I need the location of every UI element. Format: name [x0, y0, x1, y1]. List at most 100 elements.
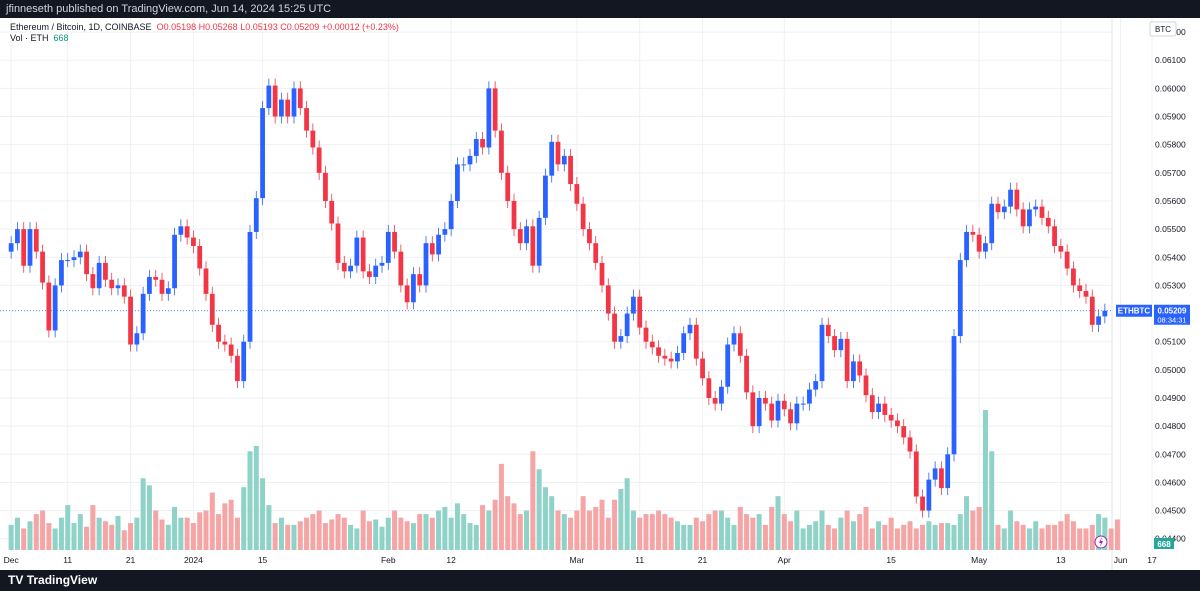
volume-bar[interactable]: [241, 487, 247, 550]
volume-bar[interactable]: [291, 524, 297, 550]
volume-bar[interactable]: [656, 510, 662, 550]
volume-bar[interactable]: [524, 510, 530, 550]
volume-bar[interactable]: [674, 521, 680, 550]
candle[interactable]: [77, 251, 83, 258]
volume-bar[interactable]: [234, 517, 240, 550]
price-chart[interactable]: 0.062000.061000.060000.059000.058000.057…: [0, 18, 1200, 570]
volume-bar[interactable]: [1077, 528, 1083, 550]
volume-bar[interactable]: [442, 506, 448, 550]
volume-bar[interactable]: [84, 526, 90, 550]
candle[interactable]: [530, 226, 536, 266]
candle[interactable]: [838, 338, 844, 351]
volume-bar[interactable]: [253, 445, 259, 550]
volume-bar[interactable]: [580, 496, 586, 550]
candle[interactable]: [128, 296, 133, 345]
volume-bar[interactable]: [423, 514, 429, 550]
volume-bar[interactable]: [970, 510, 976, 550]
candle[interactable]: [499, 130, 504, 173]
volume-bar[interactable]: [838, 517, 844, 550]
candle[interactable]: [1020, 209, 1026, 227]
volume-bar[interactable]: [278, 517, 284, 550]
volume-bar[interactable]: [373, 519, 379, 550]
candle[interactable]: [373, 265, 379, 277]
candle[interactable]: [367, 271, 372, 277]
candle[interactable]: [668, 358, 674, 362]
volume-bar[interactable]: [165, 524, 171, 550]
candle[interactable]: [832, 336, 837, 351]
currency-badge[interactable]: [1149, 21, 1177, 37]
candle[interactable]: [404, 285, 410, 303]
candle[interactable]: [417, 274, 423, 286]
volume-bar[interactable]: [410, 523, 416, 550]
candle[interactable]: [461, 164, 467, 166]
candle[interactable]: [140, 293, 146, 334]
candle[interactable]: [763, 398, 768, 404]
volume-bar[interactable]: [341, 517, 347, 550]
candle[interactable]: [926, 479, 932, 511]
volume-bar[interactable]: [549, 496, 555, 550]
volume-bar[interactable]: [668, 517, 674, 550]
volume-bar[interactable]: [461, 514, 467, 550]
candle[interactable]: [411, 274, 416, 303]
candle[interactable]: [813, 381, 819, 390]
volume-bar[interactable]: [662, 514, 668, 550]
volume-bar[interactable]: [618, 488, 624, 550]
volume-bar[interactable]: [574, 510, 580, 550]
candle[interactable]: [354, 237, 360, 266]
candle[interactable]: [392, 231, 397, 252]
candle[interactable]: [907, 437, 913, 452]
volume-bar[interactable]: [473, 524, 479, 550]
candle[interactable]: [681, 333, 687, 353]
candle[interactable]: [348, 265, 353, 272]
candle[interactable]: [1077, 285, 1083, 292]
candle[interactable]: [857, 361, 863, 376]
volume-bar[interactable]: [706, 514, 712, 550]
volume-bar[interactable]: [46, 523, 52, 550]
candle[interactable]: [517, 229, 523, 244]
candle[interactable]: [253, 198, 259, 232]
volume-bar[interactable]: [128, 523, 134, 550]
volume-bar[interactable]: [354, 528, 360, 550]
candle[interactable]: [423, 243, 429, 286]
volume-bar[interactable]: [247, 451, 253, 550]
candle[interactable]: [951, 336, 957, 455]
volume-bar[interactable]: [398, 517, 404, 550]
volume-bar[interactable]: [228, 499, 234, 550]
volume-bar[interactable]: [310, 514, 316, 550]
volume-bar[interactable]: [1102, 517, 1108, 550]
volume-bar[interactable]: [436, 510, 442, 550]
candle[interactable]: [744, 355, 749, 393]
candle[interactable]: [360, 237, 366, 272]
volume-bar[interactable]: [40, 510, 46, 550]
volume-bar[interactable]: [687, 524, 693, 550]
candle[interactable]: [1033, 206, 1039, 210]
candle[interactable]: [964, 231, 969, 261]
volume-bar[interactable]: [203, 510, 209, 550]
candle[interactable]: [272, 85, 278, 117]
candle[interactable]: [323, 172, 328, 201]
candle[interactable]: [153, 276, 159, 280]
candle[interactable]: [995, 203, 1001, 213]
candle[interactable]: [121, 285, 127, 297]
volume-bar[interactable]: [530, 451, 536, 550]
candle[interactable]: [687, 324, 693, 334]
candle[interactable]: [492, 88, 498, 131]
volume-bar[interactable]: [737, 506, 743, 550]
candle[interactable]: [467, 155, 473, 165]
volume-bar[interactable]: [744, 514, 750, 550]
volume-bar[interactable]: [901, 524, 907, 550]
volume-bar[interactable]: [951, 524, 957, 550]
candle[interactable]: [794, 403, 800, 424]
candle[interactable]: [15, 229, 20, 244]
candle[interactable]: [649, 341, 655, 348]
candle[interactable]: [725, 344, 731, 387]
volume-bar[interactable]: [392, 510, 398, 550]
volume-bar[interactable]: [33, 514, 39, 550]
volume-bar[interactable]: [976, 506, 982, 550]
candle[interactable]: [593, 243, 599, 263]
candle[interactable]: [329, 200, 335, 224]
volume-bar[interactable]: [624, 478, 630, 550]
candle[interactable]: [511, 200, 517, 230]
candle[interactable]: [184, 226, 190, 238]
candle[interactable]: [165, 288, 171, 294]
